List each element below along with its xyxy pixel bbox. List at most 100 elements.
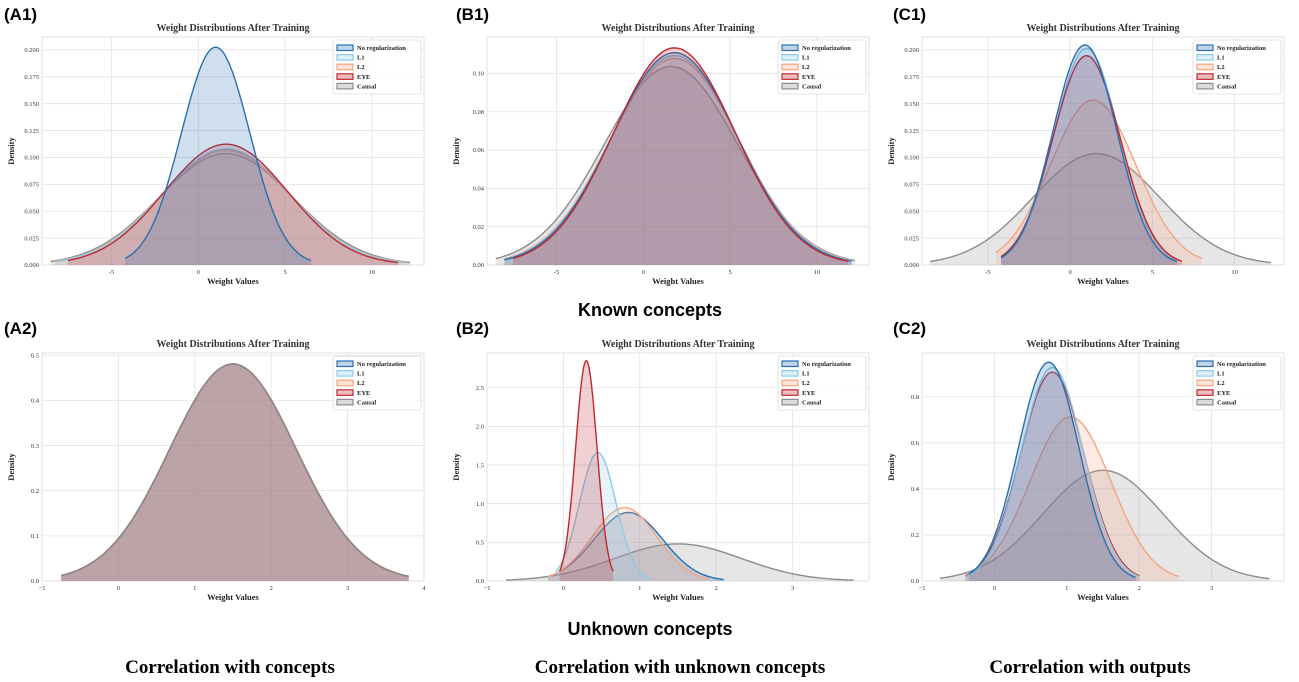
- x-tick-label: 2: [715, 585, 718, 592]
- x-tick-label: 5: [1151, 269, 1154, 276]
- y-axis-label: Density: [886, 137, 896, 165]
- y-tick-label: 0.0: [911, 578, 919, 585]
- x-tick-label: 0: [993, 585, 996, 592]
- density-curve-l2: [547, 506, 709, 580]
- legend-swatch-eye: [781, 73, 799, 80]
- legend-swatch-no-regularization: [336, 44, 354, 52]
- x-tick-label: 0: [642, 269, 645, 276]
- legend-swatch-causal: [1196, 398, 1214, 406]
- legend-label-l1: L1: [357, 55, 365, 62]
- legend-swatch-no-regularization: [336, 360, 354, 368]
- x-tick-label: 1: [638, 585, 641, 592]
- density-curve-eye: [965, 371, 1140, 577]
- y-tick-label: 0.2: [911, 532, 919, 539]
- legend-label-causal: Causal: [1217, 83, 1236, 90]
- legend-swatch-l1: [1196, 53, 1214, 61]
- x-tick-label: 5: [728, 269, 731, 276]
- y-tick-label: 0.150: [24, 101, 39, 108]
- density-curve-causal: [50, 152, 411, 264]
- y-tick-label: 0.100: [904, 155, 919, 162]
- series-group: [60, 363, 409, 581]
- density-fill-l2: [54, 150, 407, 265]
- y-tick-label: 0.2: [31, 488, 39, 495]
- x-tick-label: 10: [814, 269, 821, 276]
- density-curve-no-regularization: [547, 511, 724, 581]
- density-fill-no-regularization: [125, 47, 312, 265]
- density-fill-eye: [68, 144, 398, 265]
- y-tick-label: 0.06: [473, 147, 485, 154]
- y-tick-label: 0.0: [476, 578, 484, 585]
- legend-label-no-regularization: No regularization: [802, 361, 851, 368]
- density-fill-l1: [55, 149, 404, 265]
- density-curve-l1: [55, 148, 404, 264]
- legend-swatch-l2: [336, 63, 354, 71]
- y-axis-label: Density: [6, 137, 16, 165]
- legend-label-eye: EYE: [802, 390, 815, 397]
- density-fill-causal: [50, 153, 411, 265]
- density-curve-eye: [558, 360, 614, 572]
- panel-label-b2: (B2): [456, 319, 490, 338]
- legend-label-l2: L2: [357, 64, 365, 71]
- legend-swatch-eye: [781, 389, 799, 396]
- y-tick-label: 0.02: [473, 224, 484, 231]
- density-fill-causal: [495, 66, 856, 265]
- legend-swatch-causal: [336, 82, 354, 90]
- panel-label-c2: (C2): [893, 319, 927, 338]
- density-curve-no-regularization: [1000, 44, 1178, 263]
- density-fill-l2: [61, 364, 409, 581]
- x-tick-label: 4: [422, 585, 426, 592]
- x-tick-label: 1: [193, 585, 196, 592]
- y-tick-label: 0.175: [904, 74, 919, 81]
- legend-box: [777, 39, 867, 95]
- y-tick-label: 0.6: [911, 440, 920, 447]
- legend-label-l2: L2: [1217, 380, 1225, 387]
- legend-label-causal: Causal: [802, 399, 821, 406]
- y-tick-label: 0.200: [24, 47, 39, 54]
- density-fill-no-regularization: [1001, 45, 1177, 265]
- legend-swatch-eye: [336, 73, 354, 80]
- y-tick-label: 2.5: [476, 385, 484, 392]
- legend-label-no-regularization: No regularization: [357, 361, 406, 368]
- legend-box: [777, 355, 867, 411]
- density-fill-l2: [548, 507, 709, 581]
- legend-label-l1: L1: [357, 371, 365, 378]
- series-group: [930, 44, 1271, 265]
- x-tick-label: -5: [109, 269, 114, 276]
- y-tick-label: 1.0: [476, 501, 484, 508]
- row-label-unknown: Unknown concepts: [567, 619, 733, 639]
- density-fill-l2: [996, 100, 1202, 265]
- y-tick-label: 0.08: [473, 109, 484, 116]
- y-axis-label: Density: [886, 453, 896, 481]
- x-tick-label: 0: [117, 585, 120, 592]
- legend-swatch-l1: [781, 369, 799, 377]
- y-axis-label: Density: [451, 137, 461, 165]
- legend-swatch-l1: [781, 53, 799, 61]
- legend-swatch-causal: [781, 398, 799, 406]
- y-tick-label: 0.00: [473, 262, 484, 269]
- legend-label-eye: EYE: [1217, 74, 1230, 81]
- legend-swatch-l2: [781, 379, 799, 387]
- legend-label-eye: EYE: [357, 390, 370, 397]
- x-tick-label: 0: [197, 269, 200, 276]
- legend-label-l2: L2: [802, 64, 810, 71]
- y-tick-label: 0.025: [904, 235, 919, 242]
- density-curve-eye: [67, 143, 399, 264]
- legend-swatch-eye: [1196, 389, 1214, 396]
- legend-swatch-l1: [336, 369, 354, 377]
- legend-label-no-regularization: No regularization: [1217, 45, 1266, 52]
- density-curve-l1: [965, 366, 1140, 578]
- panel-label-a2: (A2): [4, 319, 38, 338]
- y-tick-label: 0.8: [911, 394, 919, 401]
- density-fill-eye: [965, 372, 1140, 581]
- legend-label-l1: L1: [1217, 55, 1225, 62]
- x-tick-label: 2: [270, 585, 273, 592]
- legend-label-l1: L1: [1217, 371, 1225, 378]
- density-curve-no-regularization: [968, 361, 1136, 578]
- legend-swatch-l2: [781, 63, 799, 71]
- legend-label-no-regularization: No regularization: [802, 45, 851, 52]
- density-fill-l1: [61, 364, 409, 581]
- y-tick-label: 0.0: [31, 578, 39, 585]
- chart-title: Weight Distributions After Training: [1026, 23, 1179, 34]
- y-tick-label: 0.5: [476, 540, 484, 547]
- chart-title: Weight Distributions After Training: [601, 339, 754, 350]
